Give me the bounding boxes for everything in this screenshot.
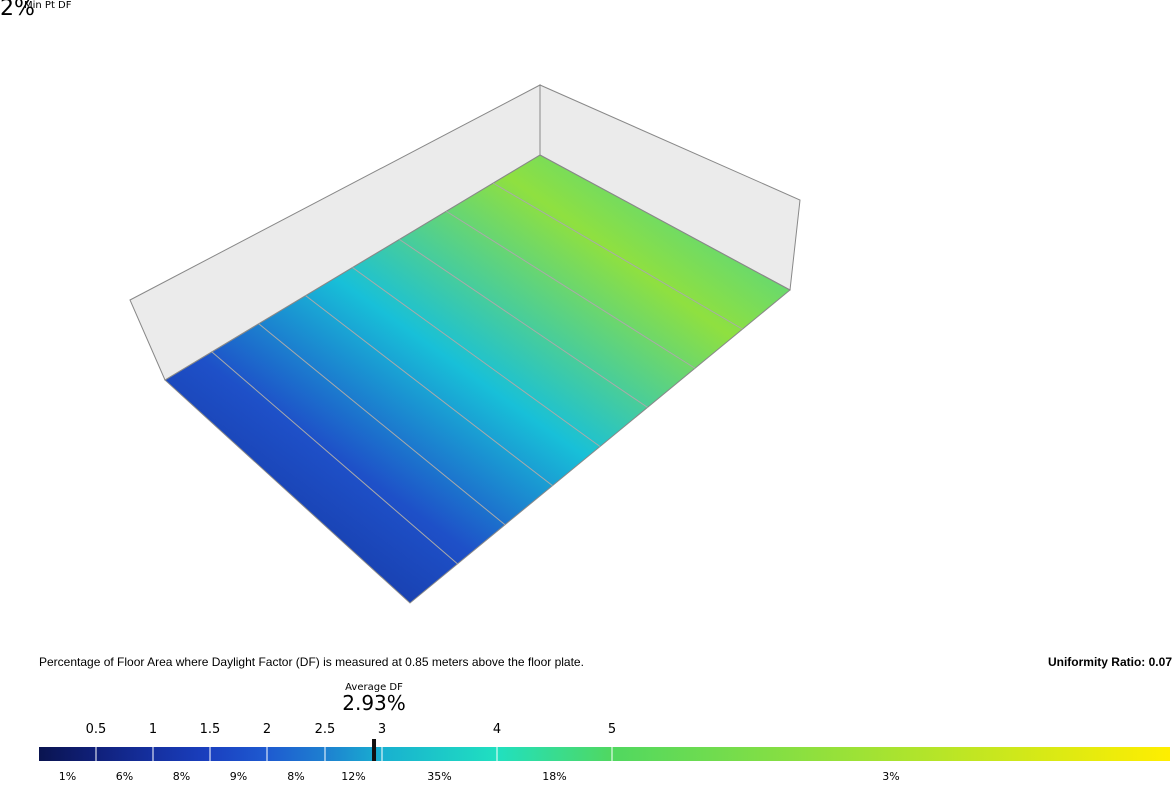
partition [399, 238, 648, 408]
segment-percent: 35% [427, 770, 451, 783]
partition [211, 351, 458, 565]
colorbar-segment [497, 747, 612, 761]
average-marker [372, 739, 377, 761]
colorbar-segment [39, 747, 96, 761]
tick-label: 1 [149, 722, 157, 737]
segment-percent: 9% [230, 770, 247, 783]
segment-percent: 12% [341, 770, 365, 783]
average-value: 2.93% [342, 691, 406, 715]
tick-label: 5 [608, 722, 616, 737]
colorbar-segment [382, 747, 497, 761]
segment-percent: 3% [882, 770, 899, 783]
colorbar-segment [267, 747, 325, 761]
tick-label: 2.5 [315, 722, 336, 737]
segment-percent: 8% [173, 770, 190, 783]
min-point-value: 2% [0, 0, 35, 21]
partition [258, 323, 506, 526]
uniformity-ratio: Uniformity Ratio: 0.07 [1047, 655, 1172, 669]
partitions [211, 182, 743, 565]
segment-percent: 8% [287, 770, 304, 783]
colorbar-segment [612, 747, 1170, 761]
colorbar-segment [153, 747, 210, 761]
min-point-label: Min Pt DF [24, 0, 72, 11]
colorbar: 1% 6% 8% 9% 8% 12% 35% 18% 3% 0.5 1 1.5 2 2.5 3 4 5 Avera… [39, 682, 1170, 783]
average-title: Average DF [345, 682, 403, 693]
segment-percent: 6% [116, 770, 133, 783]
segment-percent: 1% [59, 770, 76, 783]
partition [305, 295, 553, 487]
tick-label: 3 [378, 722, 386, 737]
tick-label: 0.5 [86, 722, 107, 737]
partition [352, 267, 601, 447]
tick-label: 2 [263, 722, 271, 737]
tick-label: 1.5 [200, 722, 221, 737]
model-view [129, 84, 801, 604]
segment-percent: 18% [542, 770, 566, 783]
caption: Percentage of Floor Area where Daylight … [39, 655, 584, 669]
walls [129, 84, 801, 381]
colorbar-segment [96, 747, 153, 761]
partition [492, 182, 743, 330]
partition [445, 210, 696, 369]
colorbar-segment [325, 747, 382, 761]
tick-label: 4 [493, 722, 501, 737]
colorbar-segment [210, 747, 267, 761]
